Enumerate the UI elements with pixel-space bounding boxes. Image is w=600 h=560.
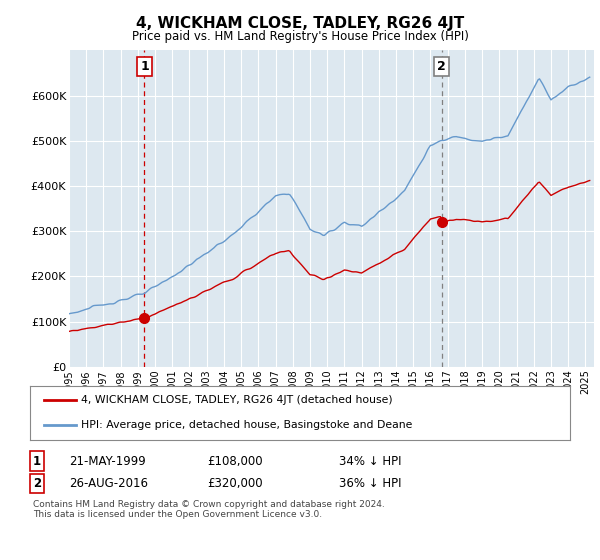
Text: Price paid vs. HM Land Registry's House Price Index (HPI): Price paid vs. HM Land Registry's House … <box>131 30 469 43</box>
Text: Contains HM Land Registry data © Crown copyright and database right 2024.
This d: Contains HM Land Registry data © Crown c… <box>33 500 385 519</box>
Text: 4, WICKHAM CLOSE, TADLEY, RG26 4JT (detached house): 4, WICKHAM CLOSE, TADLEY, RG26 4JT (deta… <box>82 395 393 405</box>
Text: 21-MAY-1999: 21-MAY-1999 <box>69 455 146 468</box>
Text: 4, WICKHAM CLOSE, TADLEY, RG26 4JT: 4, WICKHAM CLOSE, TADLEY, RG26 4JT <box>136 16 464 31</box>
Text: £320,000: £320,000 <box>207 477 263 490</box>
Text: 2: 2 <box>437 60 446 73</box>
Text: 2: 2 <box>33 477 41 490</box>
Text: £108,000: £108,000 <box>207 455 263 468</box>
Text: 1: 1 <box>140 60 149 73</box>
Text: 1: 1 <box>33 455 41 468</box>
Text: 34% ↓ HPI: 34% ↓ HPI <box>339 455 401 468</box>
Text: HPI: Average price, detached house, Basingstoke and Deane: HPI: Average price, detached house, Basi… <box>82 419 413 430</box>
Text: 26-AUG-2016: 26-AUG-2016 <box>69 477 148 490</box>
Text: 36% ↓ HPI: 36% ↓ HPI <box>339 477 401 490</box>
